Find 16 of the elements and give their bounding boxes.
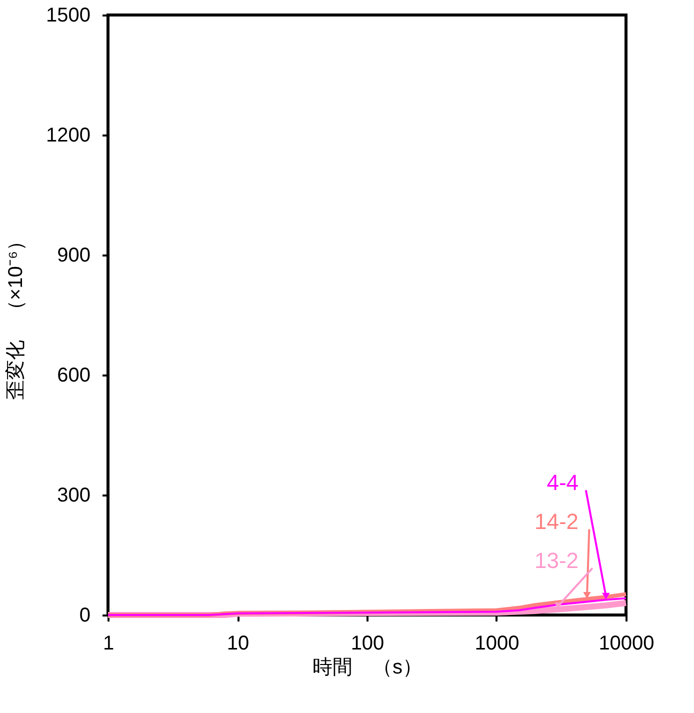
y-tick-label: 300 bbox=[57, 484, 90, 506]
y-tick-label: 600 bbox=[57, 364, 90, 386]
y-tick-label: 1500 bbox=[46, 4, 90, 26]
text: 14-2 bbox=[534, 509, 579, 534]
x-tick-label: 10 bbox=[226, 632, 250, 654]
x-tick-label: 100 bbox=[350, 632, 384, 654]
series-label: 13-2 bbox=[534, 548, 579, 573]
text: 4-4 bbox=[546, 470, 579, 495]
x-tick-label: 1000 bbox=[474, 632, 520, 654]
x-axis-title: 時間 （s） bbox=[312, 656, 422, 678]
y-tick-label: 0 bbox=[79, 604, 90, 626]
y-tick-label: 900 bbox=[57, 244, 90, 266]
y-axis-title: 歪変化 （×10⁻⁶） bbox=[4, 230, 28, 400]
x-tick-label: 10000 bbox=[598, 632, 654, 654]
y-tick-label: 1200 bbox=[46, 124, 90, 146]
x-tick-label: 1 bbox=[102, 632, 114, 654]
